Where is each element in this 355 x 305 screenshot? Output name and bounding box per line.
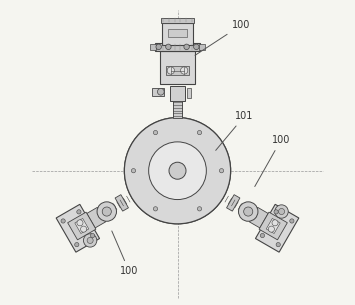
Circle shape	[290, 219, 294, 223]
Circle shape	[153, 207, 158, 211]
Polygon shape	[168, 29, 187, 37]
Circle shape	[75, 242, 79, 247]
Polygon shape	[87, 207, 106, 228]
Polygon shape	[56, 204, 99, 252]
Polygon shape	[68, 212, 96, 240]
Circle shape	[219, 169, 224, 173]
Circle shape	[91, 233, 95, 238]
Polygon shape	[75, 218, 89, 234]
Circle shape	[244, 207, 253, 216]
Circle shape	[131, 169, 136, 173]
Circle shape	[181, 67, 188, 74]
Circle shape	[197, 131, 202, 135]
Polygon shape	[166, 66, 189, 75]
Circle shape	[156, 44, 162, 50]
Polygon shape	[173, 101, 182, 118]
Circle shape	[274, 210, 278, 214]
Circle shape	[219, 169, 224, 173]
Circle shape	[149, 142, 206, 199]
Circle shape	[97, 202, 116, 221]
Circle shape	[167, 67, 174, 74]
Circle shape	[272, 220, 278, 226]
Polygon shape	[256, 204, 299, 252]
Circle shape	[268, 226, 274, 232]
Circle shape	[260, 233, 264, 238]
Circle shape	[197, 207, 202, 211]
Text: 100: 100	[255, 135, 290, 187]
Polygon shape	[249, 207, 268, 228]
Polygon shape	[187, 88, 191, 98]
Circle shape	[197, 131, 202, 135]
Polygon shape	[155, 43, 200, 51]
Polygon shape	[160, 51, 195, 84]
Polygon shape	[161, 18, 194, 23]
Circle shape	[149, 142, 206, 199]
Polygon shape	[200, 44, 206, 50]
Circle shape	[153, 207, 158, 211]
Circle shape	[169, 162, 186, 179]
Circle shape	[102, 207, 111, 216]
Polygon shape	[173, 101, 182, 118]
Polygon shape	[152, 88, 164, 96]
Polygon shape	[170, 86, 185, 101]
Circle shape	[87, 237, 93, 243]
Circle shape	[279, 209, 285, 214]
Circle shape	[83, 234, 97, 247]
Circle shape	[124, 118, 231, 224]
Circle shape	[153, 131, 158, 135]
Text: 101: 101	[216, 111, 253, 150]
Circle shape	[81, 226, 87, 232]
Circle shape	[61, 219, 65, 223]
Polygon shape	[149, 44, 155, 50]
Circle shape	[275, 205, 288, 218]
Polygon shape	[162, 23, 193, 45]
Circle shape	[166, 44, 171, 50]
Circle shape	[131, 169, 136, 173]
Circle shape	[77, 220, 83, 226]
Polygon shape	[259, 212, 287, 240]
Circle shape	[124, 118, 231, 224]
Polygon shape	[226, 195, 240, 211]
Circle shape	[153, 131, 158, 135]
Circle shape	[276, 242, 280, 247]
Circle shape	[197, 207, 202, 211]
Circle shape	[158, 88, 164, 95]
Circle shape	[193, 44, 199, 50]
Circle shape	[169, 162, 186, 179]
Text: 100: 100	[195, 20, 251, 55]
Circle shape	[239, 202, 258, 221]
Circle shape	[77, 210, 81, 214]
Circle shape	[184, 44, 189, 50]
Polygon shape	[266, 218, 280, 234]
Polygon shape	[115, 195, 129, 211]
Text: 100: 100	[112, 231, 138, 276]
